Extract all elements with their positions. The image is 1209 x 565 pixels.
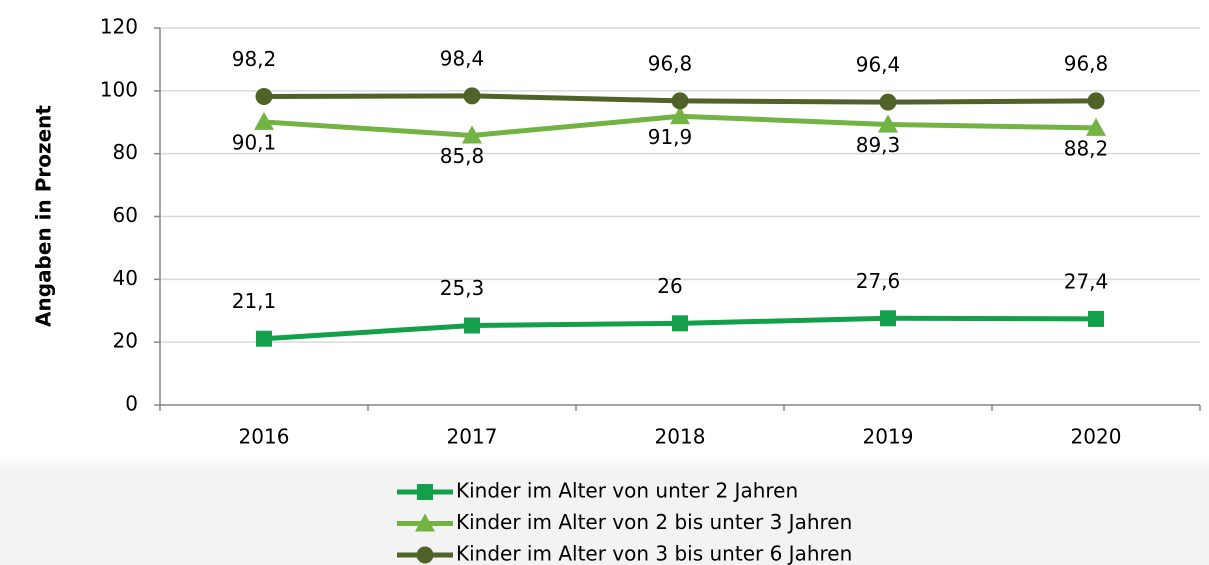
marker	[878, 114, 898, 133]
marker	[417, 484, 433, 500]
marker	[256, 330, 272, 347]
y-tick-label: 80	[113, 140, 138, 164]
data-label: 88,2	[1064, 136, 1109, 160]
y-tick-label: 20	[113, 329, 138, 353]
marker	[254, 111, 274, 130]
marker	[671, 92, 689, 110]
data-label: 98,2	[232, 47, 277, 71]
marker	[1088, 310, 1104, 327]
data-label: 27,6	[856, 269, 901, 293]
x-tick-label: 2019	[863, 425, 914, 449]
marker	[463, 87, 481, 105]
legend-label: Kinder im Alter von 2 bis unter 3 Jahren	[456, 510, 852, 534]
y-tick-label: 40	[113, 266, 138, 290]
data-label: 21,1	[232, 289, 277, 313]
y-tick-label: 0	[125, 392, 138, 416]
data-label: 26	[657, 274, 682, 298]
data-label: 27,4	[1064, 269, 1109, 293]
data-label: 96,4	[856, 53, 901, 77]
marker	[462, 125, 482, 144]
data-label: 91,9	[648, 125, 693, 149]
marker	[464, 317, 480, 334]
y-tick-label: 100	[100, 77, 138, 101]
y-tick-label: 60	[113, 203, 138, 227]
marker	[1087, 92, 1105, 110]
data-label: 96,8	[1064, 51, 1109, 75]
x-tick-label: 2016	[239, 425, 290, 449]
data-label: 98,4	[440, 46, 485, 70]
marker	[670, 106, 690, 125]
marker	[1086, 117, 1106, 136]
data-label: 25,3	[440, 276, 485, 300]
y-tick-label: 120	[100, 15, 138, 39]
marker	[416, 546, 434, 564]
legend-label: Kinder im Alter von unter 2 Jahren	[456, 479, 798, 503]
legend-background	[0, 455, 1209, 565]
data-label: 90,1	[232, 130, 277, 154]
marker	[879, 93, 897, 111]
data-label: 89,3	[856, 133, 901, 157]
x-tick-label: 2018	[655, 425, 706, 449]
legend-label: Kinder im Alter von 3 bis unter 6 Jahren	[456, 542, 852, 565]
marker	[415, 513, 435, 532]
marker	[672, 315, 688, 332]
y-axis-label: Angaben in Prozent	[32, 105, 56, 327]
x-tick-label: 2020	[1071, 425, 1122, 449]
marker	[880, 310, 896, 327]
x-tick-label: 2017	[447, 425, 498, 449]
marker	[255, 87, 273, 105]
data-label: 96,8	[648, 51, 693, 75]
data-label: 85,8	[440, 144, 485, 168]
